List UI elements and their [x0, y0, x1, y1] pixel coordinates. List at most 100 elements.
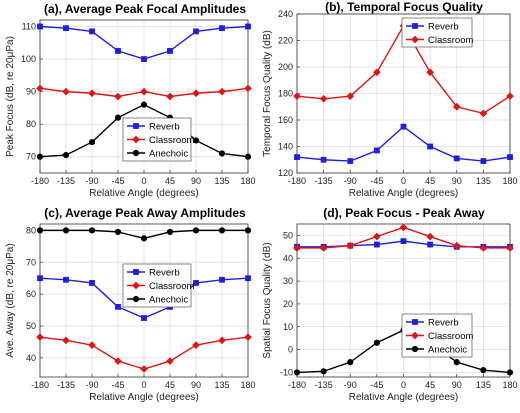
y-axis-label: Spatial Focus Quality (dB)	[262, 242, 273, 358]
legend-label: Anechoic	[149, 294, 188, 305]
data-point	[36, 153, 44, 160]
data-point	[36, 84, 44, 93]
data-point	[244, 333, 252, 341]
y-axis-label: Peak Focus (dB, re 20μPa)	[5, 36, 16, 157]
data-point	[480, 158, 487, 164]
data-point	[293, 92, 301, 100]
x-tick-label: -180	[288, 380, 306, 390]
data-point	[218, 227, 226, 234]
data-point	[293, 244, 301, 252]
data-point	[320, 156, 327, 163]
data-point	[453, 359, 460, 366]
data-point	[244, 153, 252, 160]
data-point	[320, 368, 327, 375]
y-tick-label: 40	[26, 353, 36, 363]
legend-label: Classroom	[149, 281, 194, 292]
x-axis-label: Relative Angle (degrees)	[349, 188, 459, 199]
data-point	[141, 315, 147, 321]
data-point	[373, 232, 381, 241]
legend-label: Classroom	[428, 331, 473, 342]
legend-label: Anechoic	[428, 344, 467, 355]
x-tick-label: 0	[401, 380, 406, 390]
data-point	[89, 28, 95, 35]
x-tick-label: -45	[111, 380, 124, 390]
series-reverb	[294, 123, 513, 164]
legend-swatch-marker	[133, 269, 139, 275]
data-point	[140, 235, 148, 242]
y-tick-label: 30	[283, 276, 293, 286]
chart-panel-0: -180 -135 -90 -45 0 45 90 135 180 70 80 90 100 110 (a)…	[5, 2, 256, 199]
data-point	[506, 92, 514, 100]
data-point	[453, 155, 460, 162]
x-tick-label: 90	[452, 380, 462, 390]
x-tick-label: -135	[315, 380, 333, 390]
data-point	[294, 154, 300, 160]
data-point	[62, 87, 70, 96]
chart-panel-3: -180 -135 -90 -45 0 45 90 135 180 -10 0 10 20 30 40 50 (…	[262, 206, 518, 403]
legend-label: Reverb	[149, 267, 180, 278]
x-tick-label: 45	[425, 380, 435, 390]
data-point	[400, 238, 407, 245]
y-tick-label: 180	[278, 89, 293, 99]
data-point	[193, 280, 199, 286]
legend-box	[401, 17, 473, 48]
chart-title: (c), Average Peak Away Amplitudes	[44, 206, 246, 220]
chart-title: (a), Average Peak Focal Amplitudes	[44, 2, 246, 16]
data-point	[63, 276, 69, 283]
data-point	[506, 244, 514, 252]
data-point	[427, 241, 434, 248]
y-tick-label: 70	[26, 152, 36, 162]
data-point	[452, 241, 461, 250]
y-tick-label: 20	[283, 299, 293, 309]
chart-title: (d), Peak Focus - Peak Away	[323, 206, 485, 220]
y-tick-label: 100	[21, 54, 36, 64]
x-tick-label: 45	[425, 176, 435, 186]
data-point	[140, 101, 148, 108]
x-tick-label: 180	[502, 380, 517, 390]
legend: Reverb Classroom Anechoic	[401, 313, 473, 358]
data-point	[218, 87, 226, 96]
x-tick-label: 90	[191, 380, 201, 390]
legend-swatch-marker	[412, 23, 418, 29]
data-point	[373, 68, 381, 77]
data-point	[140, 365, 148, 373]
y-tick-label: 140	[278, 142, 293, 152]
legend-swatch-marker	[132, 281, 140, 290]
data-point	[245, 275, 251, 282]
series-classroom	[293, 223, 514, 252]
data-point	[36, 227, 44, 234]
data-point	[192, 137, 200, 144]
data-point	[114, 228, 122, 236]
data-point	[346, 241, 355, 250]
legend: Reverb Classroom	[401, 17, 473, 48]
legend: Reverb Classroom Anechoic	[122, 117, 194, 162]
data-point	[219, 276, 225, 283]
x-axis-label: Relative Angle (degrees)	[89, 188, 199, 199]
x-tick-label: -45	[370, 380, 383, 390]
data-point	[319, 244, 328, 252]
y-tick-label: 50	[283, 230, 293, 240]
y-axis-label: Temporal Focus Quality (dB)	[262, 30, 273, 157]
chart-panel-1: -180 -135 -90 -45 0 45 90 135 180 120 140 160 180 200…	[262, 0, 518, 199]
y-tick-label: 240	[278, 9, 293, 19]
legend-swatch-marker	[411, 331, 419, 340]
x-tick-label: 0	[141, 380, 146, 390]
data-point	[166, 228, 174, 236]
data-point	[114, 92, 122, 101]
data-point	[88, 89, 96, 98]
data-point	[244, 84, 252, 93]
y-tick-label: 90	[26, 87, 36, 97]
legend-swatch-marker	[411, 35, 419, 44]
x-axis-label: Relative Angle (degrees)	[89, 392, 199, 403]
data-point	[245, 23, 251, 30]
x-tick-label: -135	[315, 176, 333, 186]
data-point	[293, 369, 301, 376]
data-point	[89, 280, 95, 286]
x-tick-label: 90	[452, 176, 462, 186]
x-tick-label: 0	[401, 176, 406, 186]
data-point	[140, 87, 148, 96]
x-tick-label: -180	[31, 176, 49, 186]
series-classroom	[36, 333, 252, 373]
x-tick-label: 0	[141, 176, 146, 186]
